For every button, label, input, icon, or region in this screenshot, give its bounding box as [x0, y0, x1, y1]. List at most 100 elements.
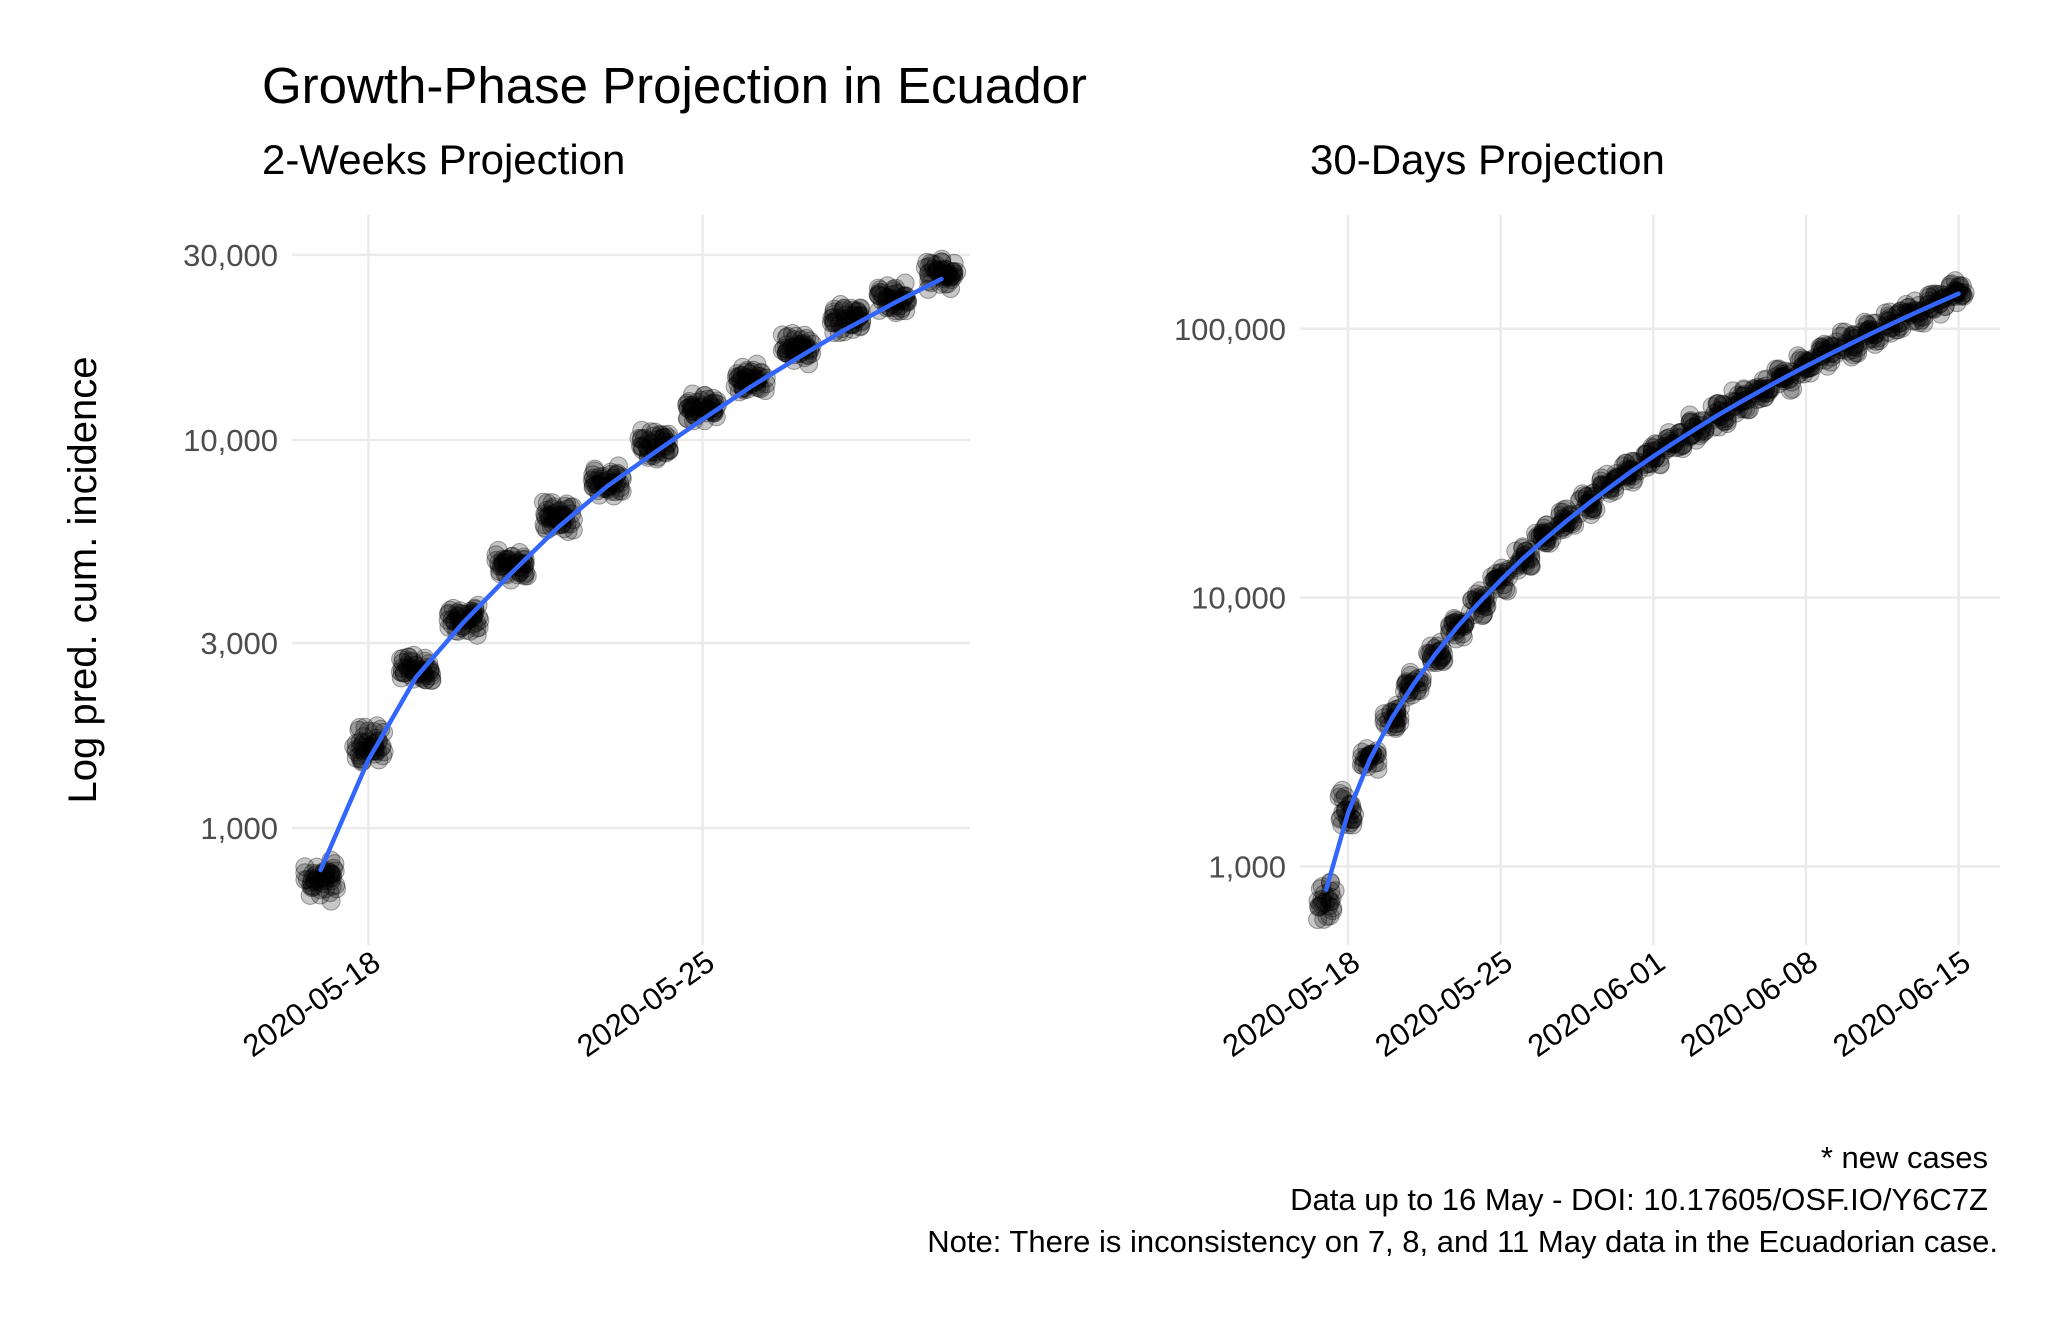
data-point — [681, 401, 701, 421]
data-point — [295, 870, 315, 890]
data-point — [400, 651, 420, 671]
data-point — [1497, 581, 1517, 601]
data-point — [310, 880, 330, 900]
data-point — [443, 609, 462, 629]
data-point — [1309, 897, 1329, 917]
data-point — [544, 504, 564, 523]
data-point — [1323, 898, 1343, 918]
data-point — [558, 522, 578, 541]
data-point — [824, 311, 844, 331]
data-point — [1329, 787, 1349, 807]
data-point — [1616, 453, 1636, 473]
data-point — [821, 313, 841, 333]
data-point — [517, 566, 537, 586]
y-tick-label: 10,000 — [1191, 581, 1286, 616]
data-point — [1322, 888, 1342, 907]
data-point — [942, 262, 962, 282]
data-point — [697, 389, 717, 409]
data-point — [302, 869, 322, 889]
data-point — [323, 868, 342, 888]
data-point — [610, 481, 630, 501]
data-point — [1942, 274, 1962, 294]
data-point — [884, 281, 904, 301]
data-point — [1717, 414, 1737, 433]
data-point — [1914, 313, 1934, 333]
data-point — [498, 549, 518, 569]
data-point — [512, 557, 532, 577]
data-point — [1498, 560, 1518, 579]
data-point — [439, 604, 459, 624]
data-point — [346, 742, 366, 762]
data-point — [1308, 891, 1328, 911]
data-point — [870, 280, 890, 300]
data-point — [515, 566, 535, 586]
data-point — [594, 467, 614, 486]
data-points — [1308, 271, 1975, 929]
data-point — [1309, 896, 1329, 916]
data-point — [687, 392, 707, 412]
data-point — [1488, 568, 1508, 588]
data-point — [932, 252, 952, 272]
data-point — [462, 608, 482, 628]
data-point — [1843, 345, 1863, 365]
data-point — [728, 367, 748, 387]
data-point — [1308, 910, 1328, 929]
data-point — [944, 253, 964, 273]
data-point — [1532, 527, 1552, 547]
data-point — [400, 657, 420, 677]
data-point — [542, 493, 562, 513]
data-point — [936, 260, 956, 280]
data-point — [1313, 892, 1333, 912]
data-point — [1659, 423, 1679, 443]
data-point — [851, 298, 871, 318]
data-point — [1909, 313, 1929, 332]
data-point — [824, 302, 844, 322]
data-point — [302, 872, 321, 892]
panel-2-weeks: 2-Weeks Projection Log pred. cum. incide… — [61, 136, 970, 1064]
caption-line-2: Data up to 16 May - DOI: 10.17605/OSF.IO… — [1290, 1182, 1988, 1217]
data-point — [681, 398, 701, 417]
data-point — [470, 610, 490, 630]
data-point — [443, 598, 463, 618]
data-point — [822, 308, 842, 328]
data-point — [535, 518, 555, 538]
data-point — [461, 601, 481, 621]
data-point — [351, 737, 370, 757]
data-point — [297, 870, 317, 889]
data-point — [776, 343, 796, 363]
data-point — [1477, 589, 1497, 609]
data-point — [397, 656, 417, 675]
data-point — [1521, 556, 1541, 576]
data-point — [895, 273, 915, 293]
data-point — [403, 652, 423, 672]
data-point — [791, 330, 811, 350]
data-point — [944, 264, 964, 284]
data-point — [535, 504, 555, 524]
data-point — [1702, 396, 1722, 416]
data-point — [398, 658, 418, 678]
data-point — [1848, 343, 1868, 363]
data-point — [404, 645, 424, 665]
data-point — [422, 666, 442, 686]
data-point — [489, 556, 509, 576]
data-point — [919, 263, 939, 283]
data-point — [515, 553, 535, 573]
data-point — [868, 278, 888, 298]
data-point — [870, 282, 890, 302]
data-point — [393, 653, 413, 672]
data-point — [883, 279, 903, 299]
data-point — [1445, 625, 1465, 645]
fit-line — [318, 276, 944, 873]
data-point — [1316, 893, 1335, 913]
data-point — [490, 561, 510, 581]
data-point — [495, 553, 514, 573]
data-point — [641, 422, 661, 442]
data-point — [742, 362, 762, 382]
data-point — [1905, 291, 1925, 311]
data-point — [824, 312, 844, 332]
data-point — [1499, 567, 1519, 587]
data-point — [321, 865, 341, 884]
data-point — [1686, 430, 1706, 450]
data-point — [926, 255, 946, 275]
data-point — [932, 249, 952, 269]
